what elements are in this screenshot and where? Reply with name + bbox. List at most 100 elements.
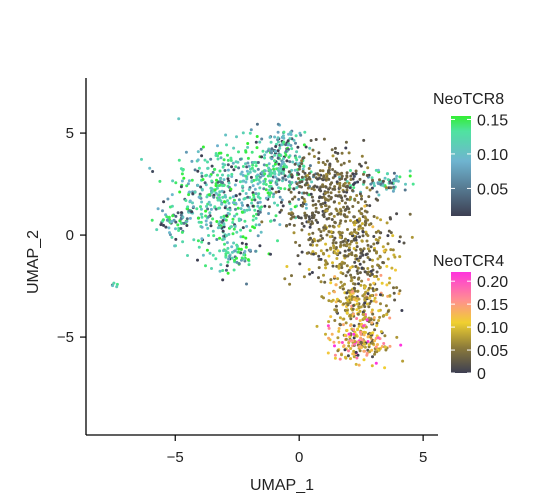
scatter-point [228,254,232,258]
scatter-point [253,208,257,212]
scatter-point [321,161,325,164]
scatter-point [321,202,325,206]
scatter-point [331,241,335,245]
scatter-point [300,180,304,184]
scatter-point [215,178,218,182]
scatter-point [381,183,385,187]
scatter-point [187,193,191,197]
scatter-point [238,180,242,184]
x-tick-label: −5 [167,449,184,466]
scatter-point [174,181,178,185]
scatter-point [234,207,237,211]
scatter-point [358,162,362,166]
scatter-point [388,344,392,348]
scatter-point [273,153,277,157]
scatter-point [300,159,304,163]
scatter-point [171,214,175,218]
scatter-point [258,180,262,184]
scatter-point [246,145,250,149]
scatter-point [239,228,243,232]
scatter-point [203,181,207,185]
scatter-point [318,169,322,173]
scatter-point [360,222,364,226]
scatter-point [365,186,369,190]
scatter-point [379,330,383,334]
scatter-point [186,254,189,257]
scatter-point [161,218,165,222]
scatter-point [394,268,397,272]
scatter-point [312,252,316,256]
scatter-point [356,266,360,270]
scatter-point [276,130,280,134]
scatter-point [310,271,314,274]
scatter-point [355,241,359,245]
scatter-point [351,339,355,343]
scatter-point [303,130,307,134]
scatter-point [288,160,292,164]
scatter-point [328,186,332,190]
scatter-point [342,184,345,188]
scatter-point [340,353,343,357]
scatter-point [260,220,264,224]
scatter-point [226,207,230,211]
scatter-point [245,177,249,181]
scatter-point [256,204,260,208]
scatter-point [298,244,302,247]
scatter-point [167,226,171,230]
scatter-point [357,324,361,328]
scatter-point [400,309,404,312]
scatter-point [345,241,349,244]
scatter-point [366,166,370,170]
scatter-point [355,302,359,306]
scatter-point [355,317,359,320]
scatter-point [199,185,203,189]
scatter-point [190,210,194,214]
scatter-point [333,319,337,322]
scatter-point [246,142,250,145]
scatter-point [214,184,218,188]
scatter-point [285,224,288,228]
scatter-point [266,149,270,153]
scatter-point [264,183,268,186]
scatter-point [349,279,353,283]
scatter-point [279,164,283,168]
scatter-point [384,304,388,308]
scatter-point [404,182,407,186]
scatter-point [184,220,188,224]
scatter-point [384,348,388,352]
scatter-point [273,201,276,205]
scatter-point [349,347,353,350]
scatter-point [296,254,300,258]
scatter-point [200,154,204,158]
scatter-point [389,186,393,190]
scatter-point [241,235,245,239]
scatter-point [398,255,402,259]
scatter-point [269,172,273,175]
scatter-point [349,178,353,181]
scatter-point [262,187,266,191]
scatter-point [365,174,369,177]
scatter-point [239,247,243,251]
legend-neotcr8: NeoTCR8 0.05 0.10 0.15 [433,91,508,216]
scatter-point [268,135,272,139]
scatter-point [349,174,353,178]
scatter-point [350,290,354,294]
scatter-point [177,158,181,162]
scatter-point [319,230,323,234]
scatter-point [287,212,291,216]
scatter-point [321,251,325,255]
scatter-point [389,217,392,221]
scatter-point [375,270,379,274]
scatter-point [292,231,296,235]
scatter-point [219,177,223,181]
scatter-point [267,162,271,166]
scatter-point [338,235,342,239]
scatter-point [378,265,382,269]
scatter-point [260,155,264,159]
scatter-point [221,165,225,169]
scatter-point [368,188,372,192]
scatter-point [253,187,257,191]
scatter-point [300,196,304,199]
scatter-point [264,196,268,200]
scatter-point [370,176,374,180]
